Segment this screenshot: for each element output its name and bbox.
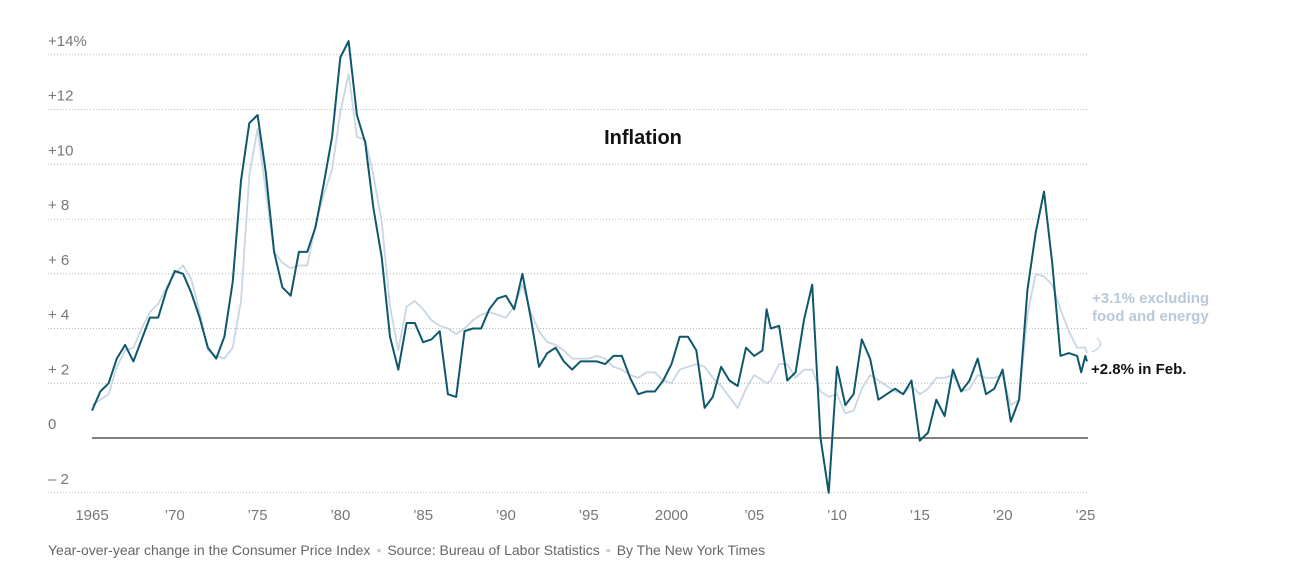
x-tick-label: 2000 [655,507,688,524]
chart: – 2 0 + 2 + 4 + 6 + 8 +10 +12 +14% 1965 ’70 ’75 ’80 ’… [48,33,1209,524]
series-line [91,40,1088,494]
core-annotation: food and energy [1092,308,1209,325]
annotation-arrow [1091,337,1102,353]
footer-credit: By The New York Times [616,542,766,558]
separator: • [605,542,611,558]
series-line [91,73,1088,415]
x-tick-label: ’75 [248,507,268,524]
y-tick-label: + 2 [48,361,69,378]
y-tick-label: + 8 [48,197,69,214]
footer: Year-over-year change in the Consumer Pr… [48,542,765,558]
core-annotation: +3.1% excluding [1092,290,1209,307]
x-tick-label: ’25 [1075,507,1095,524]
x-tick-label: ’80 [330,507,350,524]
y-tick-label: +10 [48,142,73,159]
x-tick-label: ’15 [910,507,930,524]
x-tick-label: 1965 [75,507,108,524]
y-tick-label: +12 [48,88,73,105]
x-tick-label: ’85 [413,507,433,524]
y-tick-label: + 6 [48,252,69,269]
y-tick-label: – 2 [48,471,69,488]
headline-annotation: +2.8% in Feb. [1091,361,1186,378]
plot: – 2 0 + 2 + 4 + 6 + 8 +10 +12 +14% 1965 ’70 ’75 ’80 ’… [48,33,1095,524]
separator: • [376,542,382,558]
y-tick-label: + 4 [48,307,69,324]
x-tick-label: ’20 [993,507,1013,524]
x-tick-label: ’10 [827,507,847,524]
x-tick-label: ’90 [496,507,516,524]
x-tick-label: ’05 [744,507,764,524]
x-tick-label: ’70 [165,507,185,524]
footer-note: Year-over-year change in the Consumer Pr… [48,542,371,558]
footer-source: Source: Bureau of Labor Statistics [387,542,600,558]
y-tick-label: 0 [48,416,56,433]
chart-title: Inflation [604,127,682,149]
x-tick-label: ’95 [579,507,599,524]
y-tick-label: +14% [48,33,87,50]
